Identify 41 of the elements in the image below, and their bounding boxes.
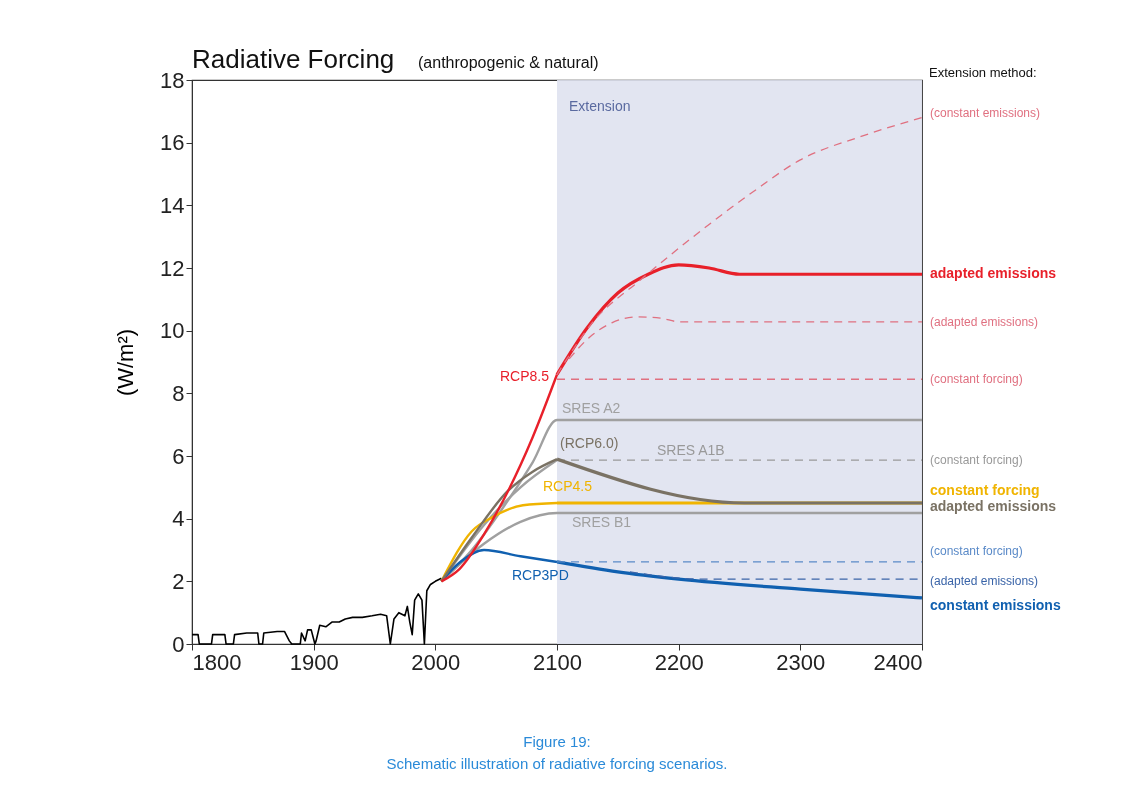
series-label: adapted emissions [930,265,1057,282]
chart-title: Radiative Forcing [192,44,395,74]
series-label: (constant forcing) [930,372,1023,387]
series-label: constant emissions [930,596,1061,613]
band-label: Extension [569,98,631,114]
y-tick-label: 12 [160,255,185,281]
series-label: SRES A2 [562,399,621,416]
x-tick-label: 2200 [654,649,704,675]
series-label: (adapted emissions) [930,574,1039,589]
y-axis-title: (W/m²) [113,328,139,397]
series-label: constant forcing [930,482,1040,498]
annotation: (constant forcing) [930,453,1023,468]
x-tick-label: 1900 [289,649,339,675]
series-label: RCP4.5 [543,478,593,494]
y-tick-label: 0 [172,631,185,657]
y-tick-label: 6 [172,443,185,469]
series-label: (constant forcing) [930,543,1023,558]
series-label: (RCP6.0) [560,435,619,452]
y-tick-label: 10 [160,318,185,344]
x-tick-label: 2100 [533,649,582,675]
series-label: SRES A1B [657,442,725,459]
y-tick-label: 8 [172,380,185,406]
y-tick-label: 18 [160,67,185,93]
x-tick-label: 1800 [192,649,242,675]
y-tick-label: 14 [160,192,185,218]
x-tick-label: 2400 [873,649,923,675]
y-tick-label: 2 [172,568,185,594]
y-tick-label: 16 [160,130,185,156]
series-label: (constant emissions) [930,105,1041,120]
series-label: SRES B1 [572,514,632,531]
text: Extension method: [929,65,1037,80]
x-tick-label: 2000 [411,649,461,675]
series-label: RCP3PD [512,566,569,583]
series-label: (adapted emissions) [930,314,1039,329]
caption: Figure 19: [523,733,591,750]
text: Schematic illustration of radiative forcing scenarios. [386,755,728,772]
series-label: RCP8.5 [499,367,550,384]
chart-subtitle: (anthropogenic & natural) [418,54,599,71]
y-tick-label: 4 [172,506,185,532]
series-label: adapted emissions [930,498,1057,514]
x-tick-label: 2300 [776,649,826,675]
